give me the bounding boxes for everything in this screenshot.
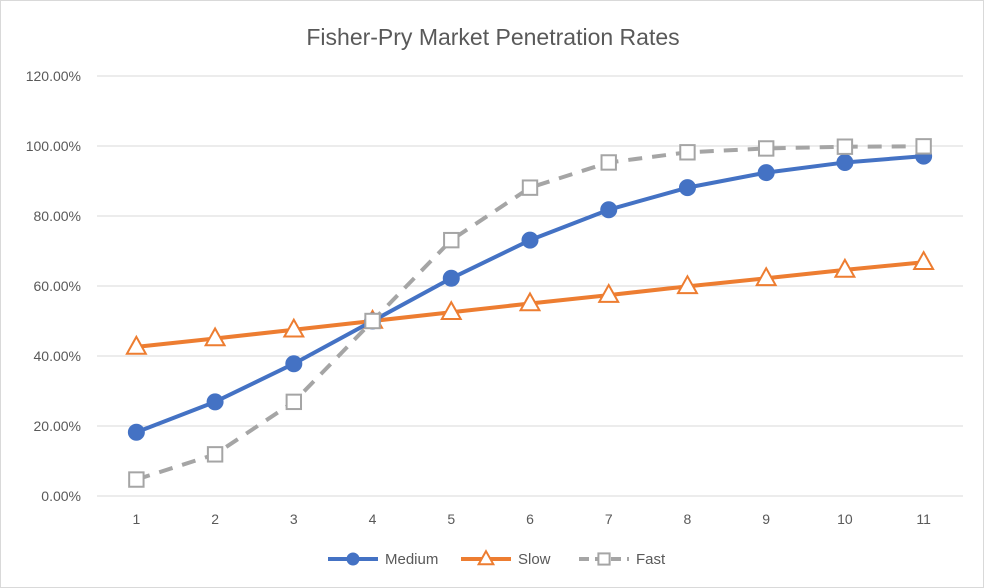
data-point-slow bbox=[755, 266, 778, 287]
x-tick-label: 10 bbox=[837, 511, 853, 527]
x-tick-label: 4 bbox=[369, 511, 377, 527]
x-tick-label: 8 bbox=[684, 511, 692, 527]
legend-item-medium: Medium bbox=[328, 551, 438, 568]
x-tick-label: 5 bbox=[447, 511, 455, 527]
data-point-medium bbox=[521, 231, 539, 249]
x-tick-label: 2 bbox=[211, 511, 219, 527]
y-tick-label: 120.00% bbox=[26, 68, 81, 84]
series-fast bbox=[128, 138, 932, 488]
legend: Medium Slow Fast bbox=[328, 549, 666, 568]
y-tick-label: 0.00% bbox=[41, 488, 81, 504]
grid-layer bbox=[97, 75, 963, 497]
legend-swatch-marker bbox=[476, 549, 496, 566]
data-point-slow bbox=[912, 250, 935, 271]
data-point-slow bbox=[282, 317, 305, 338]
data-point-medium bbox=[206, 393, 224, 411]
x-tick-label: 6 bbox=[526, 511, 534, 527]
data-point-medium bbox=[757, 164, 775, 182]
data-point-medium bbox=[836, 153, 854, 171]
data-point-fast bbox=[128, 471, 145, 488]
data-point-slow bbox=[597, 283, 620, 303]
x-tick-label: 11 bbox=[916, 511, 931, 527]
y-tick-label: 60.00% bbox=[34, 278, 81, 294]
y-tick-label: 20.00% bbox=[34, 418, 81, 434]
data-point-medium bbox=[678, 179, 696, 197]
data-point-fast bbox=[285, 393, 303, 411]
data-point-fast bbox=[443, 231, 460, 249]
chart-title: Fisher-Pry Market Penetration Rates bbox=[306, 24, 679, 50]
data-point-fast bbox=[600, 154, 617, 171]
data-point-medium bbox=[285, 355, 303, 373]
data-point-slow bbox=[125, 334, 148, 355]
data-point-slow bbox=[203, 326, 227, 347]
data-point-slow bbox=[518, 291, 542, 312]
data-point-fast bbox=[915, 138, 932, 155]
x-tick-label: 9 bbox=[762, 511, 770, 527]
series-layer bbox=[125, 138, 935, 488]
data-point-fast bbox=[836, 138, 854, 155]
data-point-fast bbox=[757, 140, 775, 157]
data-point-fast bbox=[364, 312, 381, 330]
x-axis-ticks: 1 2 3 4 5 6 7 8 9 10 11 bbox=[132, 511, 931, 527]
data-point-fast bbox=[679, 144, 696, 161]
legend-label: Medium bbox=[385, 551, 438, 568]
y-tick-label: 100.00% bbox=[26, 138, 81, 154]
data-point-fast bbox=[521, 179, 539, 196]
legend-swatch-marker bbox=[346, 552, 360, 566]
x-tick-label: 3 bbox=[290, 511, 298, 527]
y-axis-ticks: 0.00% 20.00% 40.00% 60.00% 80.00% 100.00% 120.… bbox=[26, 68, 81, 504]
data-point-fast bbox=[206, 446, 224, 463]
x-tick-label: 7 bbox=[605, 511, 613, 527]
legend-item-slow: Slow bbox=[461, 549, 551, 568]
legend-label: Slow bbox=[518, 551, 551, 568]
data-point-slow bbox=[440, 300, 463, 321]
x-tick-label: 1 bbox=[132, 511, 140, 527]
data-point-slow bbox=[676, 274, 699, 295]
y-tick-label: 40.00% bbox=[34, 348, 81, 364]
data-point-medium bbox=[600, 201, 618, 219]
data-point-medium bbox=[127, 423, 145, 441]
data-point-medium bbox=[442, 269, 460, 287]
legend-label: Fast bbox=[636, 551, 666, 568]
y-tick-label: 80.00% bbox=[34, 208, 81, 224]
series-line-fast bbox=[135, 144, 924, 482]
series-slow bbox=[125, 250, 935, 355]
legend-item-fast: Fast bbox=[579, 551, 666, 568]
legend-swatch-marker bbox=[597, 552, 611, 566]
data-point-slow bbox=[833, 257, 857, 278]
